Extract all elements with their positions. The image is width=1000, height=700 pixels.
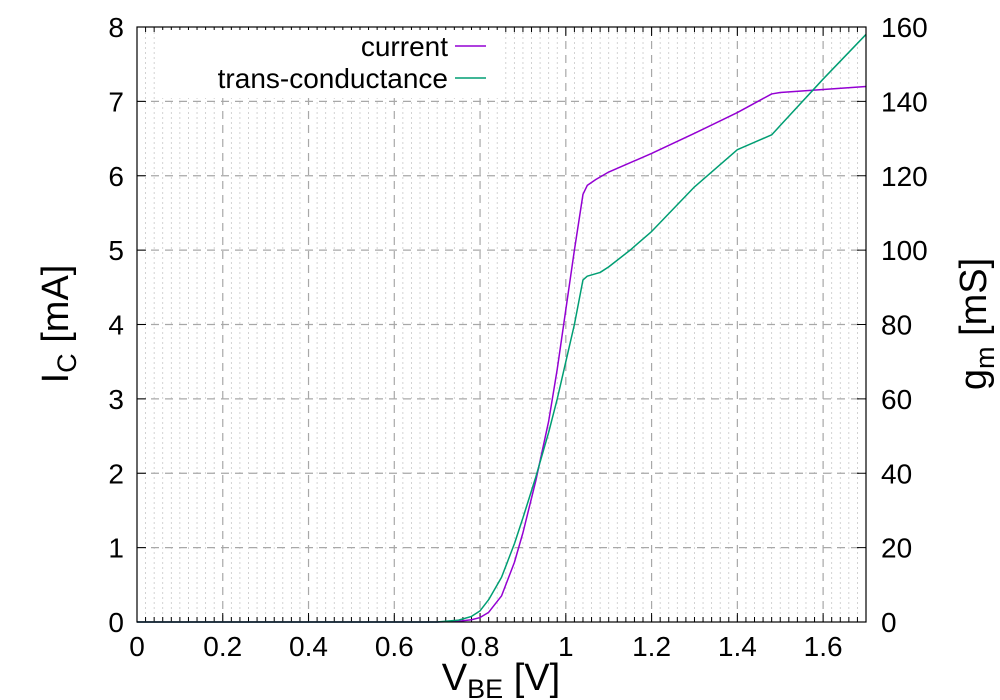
legend-background (160, 30, 500, 98)
y-tick-label: 4 (108, 310, 124, 341)
series-line-trans-conductance (137, 33, 867, 623)
x-tick-labels: 0 0.2 0.4 0.6 0.8 1 1.2 1.4 1.6 (129, 631, 842, 662)
x-tick-label: 0 (129, 631, 145, 662)
y-tick-label: 7 (108, 86, 124, 117)
y2-tick-label: 20 (881, 533, 912, 564)
series-line-current (137, 85, 867, 623)
x-tick-label: 0.2 (203, 631, 242, 662)
y2-tick-label: 80 (881, 310, 912, 341)
x-tick-label: 0.6 (375, 631, 414, 662)
y2-tick-label: 120 (881, 161, 928, 192)
x-tick-label: 1.4 (718, 631, 757, 662)
y2-tick-label: 0 (881, 607, 897, 638)
y-tick-label: 1 (108, 533, 124, 564)
legend-label-current: current (361, 31, 448, 62)
x-tick-label: 1.2 (632, 631, 671, 662)
y-tick-label: 2 (108, 458, 124, 489)
series-lines (137, 33, 867, 623)
x-tick-label: 0.8 (461, 631, 500, 662)
x-tick-label: 1 (558, 631, 574, 662)
legend-label-trans-conductance: trans-conductance (218, 63, 448, 94)
y2-axis-title: gm [mS] (953, 258, 1000, 390)
y-tick-label: 0 (108, 607, 124, 638)
y2-tick-labels: 0 20 40 60 80 100 120 140 160 (881, 12, 928, 638)
grid (137, 27, 866, 622)
y2-tick-label: 60 (881, 384, 912, 415)
y2-tick-label: 160 (881, 12, 928, 43)
x-axis-title: VBE [V] (442, 657, 560, 700)
y-tick-labels: 0 1 2 3 4 5 6 7 8 (108, 12, 124, 638)
x-tick-label: 1.6 (804, 631, 843, 662)
legend: current trans-conductance (160, 30, 500, 98)
y-axis-title: IC [mA] (35, 265, 82, 384)
y-tick-label: 8 (108, 12, 124, 43)
y-tick-label: 3 (108, 384, 124, 415)
plot-frame (136, 26, 867, 623)
y-tick-label: 6 (108, 161, 124, 192)
y2-tick-label: 100 (881, 235, 928, 266)
x-tick-label: 0.4 (289, 631, 328, 662)
y-tick-label: 5 (108, 235, 124, 266)
y2-tick-label: 140 (881, 86, 928, 117)
y2-tick-label: 40 (881, 458, 912, 489)
